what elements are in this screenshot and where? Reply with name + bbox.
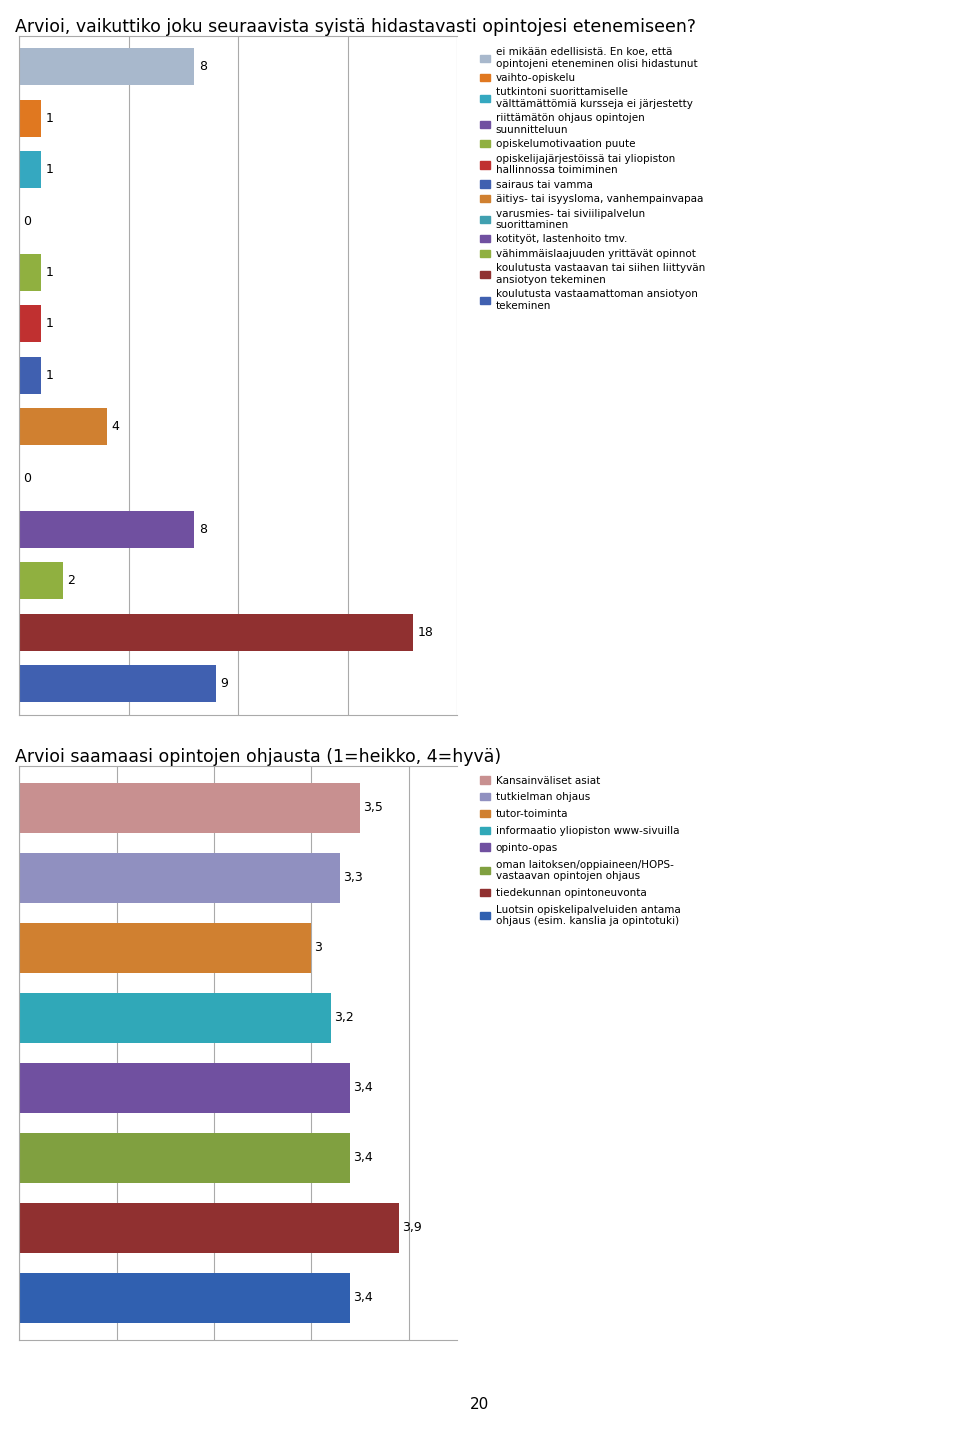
Text: 9: 9 bbox=[221, 677, 228, 690]
Bar bbox=[19, 100, 41, 137]
Text: 3,9: 3,9 bbox=[401, 1222, 421, 1235]
Text: 3,5: 3,5 bbox=[363, 801, 383, 814]
Bar bbox=[19, 782, 360, 833]
Text: 3,2: 3,2 bbox=[333, 1011, 353, 1024]
Bar bbox=[19, 1272, 350, 1323]
Text: 20: 20 bbox=[470, 1397, 490, 1411]
Text: 18: 18 bbox=[418, 626, 434, 639]
Bar bbox=[19, 923, 311, 973]
Bar bbox=[19, 357, 41, 393]
Bar bbox=[19, 992, 330, 1043]
Bar bbox=[19, 562, 63, 600]
Text: 1: 1 bbox=[45, 266, 54, 279]
Bar bbox=[19, 853, 341, 902]
Legend: ei mikään edellisistä. En koe, että
opintojeni eteneminen olisi hidastunut, vaih: ei mikään edellisistä. En koe, että opin… bbox=[476, 43, 709, 315]
Bar bbox=[19, 254, 41, 291]
Text: 3: 3 bbox=[314, 941, 322, 954]
Bar bbox=[19, 305, 41, 343]
Text: 4: 4 bbox=[111, 421, 119, 434]
Text: 3,4: 3,4 bbox=[353, 1291, 372, 1304]
Text: 0: 0 bbox=[24, 471, 32, 484]
Text: 1: 1 bbox=[45, 318, 54, 331]
Text: Arvioi, vaikuttiko joku seuraavista syistä hidastavasti opintojesi etenemiseen?: Arvioi, vaikuttiko joku seuraavista syis… bbox=[14, 19, 696, 36]
Bar bbox=[19, 1132, 350, 1183]
Text: 3,4: 3,4 bbox=[353, 1082, 372, 1095]
Bar bbox=[19, 510, 194, 548]
Text: Arvioi saamaasi opintojen ohjausta (1=heikko, 4=hyvä): Arvioi saamaasi opintojen ohjausta (1=he… bbox=[14, 748, 501, 766]
Text: 1: 1 bbox=[45, 111, 54, 124]
Bar bbox=[19, 152, 41, 188]
Bar bbox=[19, 49, 194, 85]
Text: 2: 2 bbox=[67, 574, 75, 587]
Text: 8: 8 bbox=[199, 523, 206, 536]
Text: 8: 8 bbox=[199, 61, 206, 74]
Text: 1: 1 bbox=[45, 369, 54, 382]
Text: 1: 1 bbox=[45, 163, 54, 176]
Text: 3,3: 3,3 bbox=[344, 872, 363, 885]
Text: 3,4: 3,4 bbox=[353, 1151, 372, 1164]
Text: 0: 0 bbox=[24, 214, 32, 227]
Bar bbox=[19, 408, 107, 445]
Bar bbox=[19, 1203, 398, 1254]
Legend: Kansainväliset asiat, tutkielman ohjaus, tutor-toiminta, informaatio yliopiston : Kansainväliset asiat, tutkielman ohjaus,… bbox=[476, 772, 684, 930]
Bar bbox=[19, 1063, 350, 1113]
Bar bbox=[19, 665, 216, 703]
Bar bbox=[19, 615, 414, 651]
